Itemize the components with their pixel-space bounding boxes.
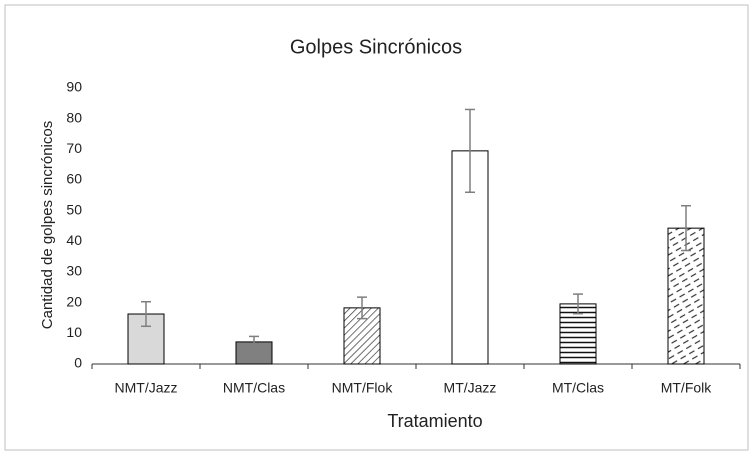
error-bar [465,108,475,194]
y-axis-label: Cantidad de golpes sincrónicos [39,121,56,329]
y-tick-label: 80 [66,109,82,125]
x-tick-label: MT/Jazz [444,380,497,396]
error-bar [141,300,151,328]
y-tick-label: 20 [66,293,82,309]
bar [451,150,489,365]
y-tick-label: 70 [66,140,82,156]
error-bar [249,335,259,349]
chart-border [4,4,749,451]
error-bar [681,205,691,252]
chart-title: Golpes Sincrónicos [290,36,462,58]
y-tick-label: 60 [66,171,82,187]
bar [559,303,597,365]
x-tick-label: NMT/Flok [332,380,394,396]
y-tick-label: 0 [74,355,82,371]
x-axis-label: Tratamiento [387,411,482,431]
y-tick-label: 90 [66,79,82,95]
x-tick-label: NMT/Jazz [115,380,178,396]
x-tick-label: NMT/Clas [223,380,285,396]
y-tick-label: 30 [66,263,82,279]
y-tick-label: 40 [66,232,82,248]
x-tick-label: MT/Folk [661,380,713,396]
error-bar [357,296,367,320]
y-tick-label: 10 [66,324,82,340]
y-tick-label: 50 [66,201,82,217]
error-bar [573,293,583,315]
x-tick-label: MT/Clas [552,380,604,396]
